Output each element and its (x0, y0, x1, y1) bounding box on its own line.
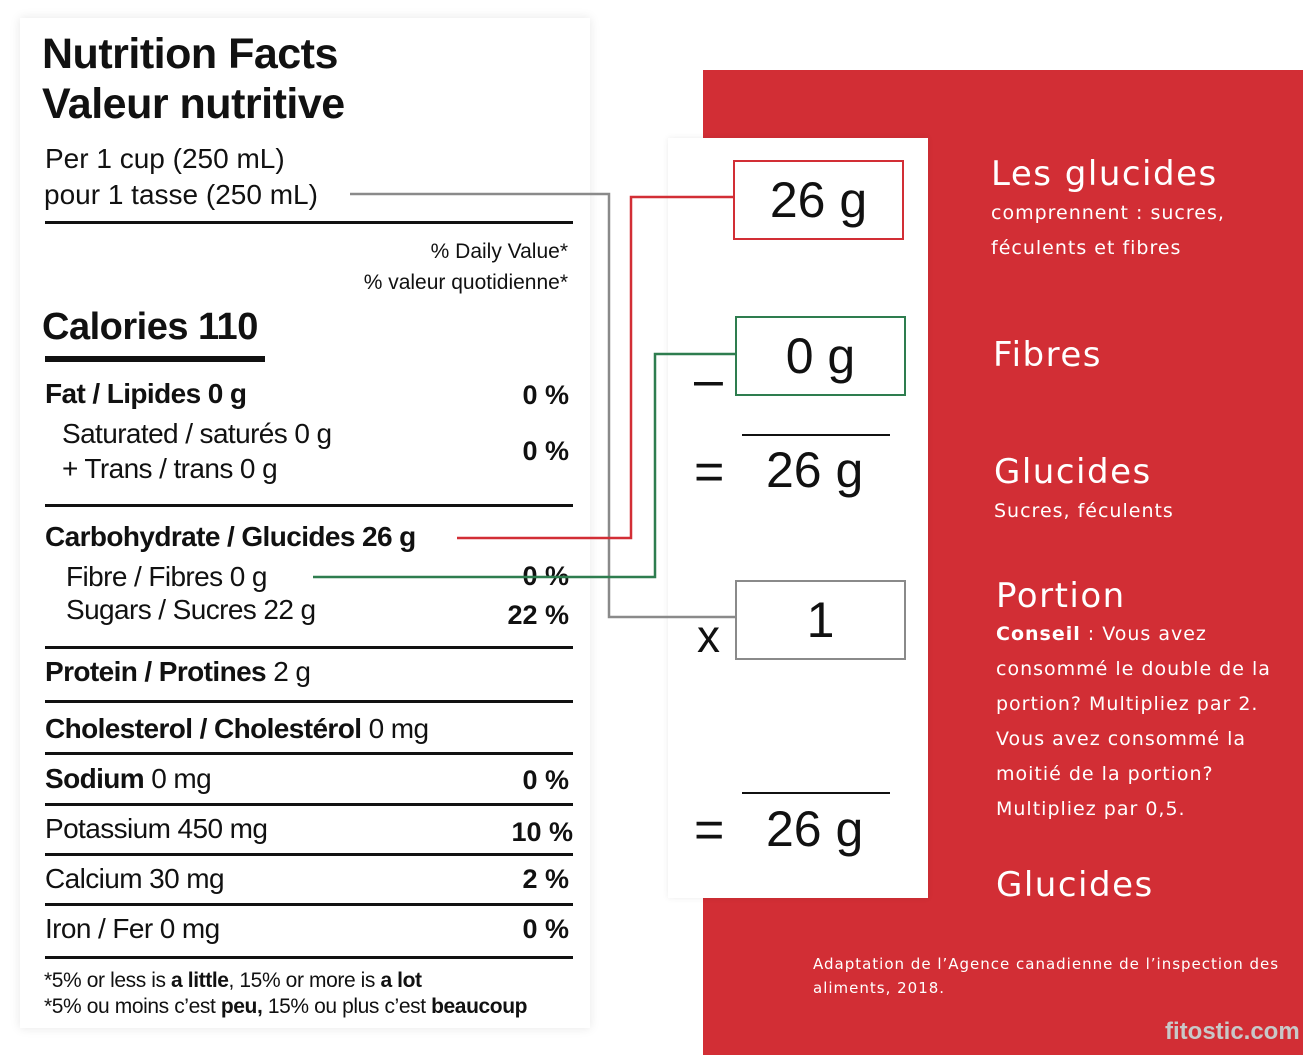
potassium-row: Potassium 450 mg (45, 813, 268, 844)
equals-sign: = (694, 801, 725, 859)
source-credit: Adaptation de l’Agence canadienne de l’i… (813, 955, 1280, 997)
legend-glucides2-desc: Sucres, féculents (994, 500, 1174, 522)
divider (45, 752, 573, 755)
protein-amount: 2 g (266, 656, 311, 687)
calcium-row: Calcium 30 mg (45, 863, 225, 894)
sum-line (742, 792, 890, 794)
divider (45, 504, 573, 507)
divider (45, 956, 573, 959)
sugars-row: Sugars / Sucres 22 g (66, 594, 316, 625)
fibre-row: Fibre / Fibres 0 g (66, 561, 267, 592)
saturated-row: Saturated / saturés 0 g (62, 418, 332, 449)
legend-glucides-desc-1: comprennent : sucres, (991, 202, 1225, 224)
legend-portion-tip: Conseil : Vous avez consommé le double d… (996, 617, 1288, 827)
total-carbs-box: 26 g (733, 160, 904, 240)
calcium-pct: 2 % (522, 864, 569, 894)
cholesterol-row: Cholesterol / Cholestérol 0 mg (45, 713, 429, 745)
divider (45, 853, 573, 856)
legend-portion-title: Portion (996, 576, 1126, 616)
fibre-box: 0 g (735, 316, 906, 396)
legend-portion-tip-text: : Vous avez consommé le double de la por… (996, 623, 1271, 820)
legend-glucides-desc-2: féculents et fibres (991, 237, 1182, 259)
trans-row: + Trans / trans 0 g (62, 453, 278, 484)
carbohydrate-row: Carbohydrate / Glucides 26 g (45, 521, 416, 552)
times-sign: x (697, 610, 720, 662)
iron-pct: 0 % (522, 914, 569, 944)
portion-box: 1 (735, 580, 906, 660)
net-carbs-value: 26 g (766, 442, 864, 498)
result-value: 26 g (766, 801, 864, 857)
daily-value-header-fr: % valeur quotidienne* (363, 271, 568, 294)
cholesterol-label: Cholesterol / Cholestérol (45, 713, 362, 744)
serving-connector (350, 192, 735, 619)
legend-glucides-title: Les glucides (991, 154, 1218, 194)
fat-pct: 0 % (522, 380, 569, 410)
divider (45, 646, 573, 649)
iron-row: Iron / Fer 0 mg (45, 913, 220, 944)
protein-row: Protein / Protines 2 g (45, 656, 311, 688)
calculation-card (668, 138, 928, 898)
label-title-en: Nutrition Facts (42, 30, 338, 78)
sum-line (742, 434, 890, 436)
equals-sign: = (694, 443, 725, 501)
legend-fibres-title: Fibres (993, 335, 1102, 375)
footnote-en: *5% or less is a little, 15% or more is … (44, 969, 422, 992)
daily-value-header-en: % Daily Value* (430, 240, 568, 263)
minus-sign: – (694, 351, 723, 409)
nutrition-label (20, 18, 590, 1028)
carbohydrate-connector (457, 195, 733, 540)
divider (45, 903, 573, 906)
saturated-pct: 0 % (522, 436, 569, 466)
potassium-pct: 10 % (511, 817, 573, 847)
divider (45, 221, 573, 224)
cholesterol-amount: 0 mg (361, 713, 429, 744)
fat-row: Fat / Lipides 0 g (45, 378, 247, 409)
serving-size-fr: pour 1 tasse (250 mL) (44, 179, 318, 210)
divider (45, 700, 573, 703)
fibre-connector (313, 352, 735, 579)
sodium-amount: 0 mg (144, 763, 212, 794)
footnote-fr: *5% ou moins c’est peu, 15% ou plus c’es… (44, 995, 528, 1018)
serving-size-en: Per 1 cup (250 mL) (45, 143, 285, 174)
legend-glucides2-title: Glucides (994, 452, 1152, 492)
calories-rule (45, 356, 265, 362)
watermark: fitostic.com (1165, 1018, 1300, 1045)
protein-label: Protein / Protines (45, 656, 267, 687)
sodium-label: Sodium (45, 763, 145, 794)
calories: Calories 110 (42, 306, 258, 348)
label-title-fr: Valeur nutritive (42, 80, 345, 128)
sodium-pct: 0 % (522, 765, 569, 795)
sodium-row: Sodium 0 mg (45, 763, 212, 795)
legend-result-title: Glucides (996, 865, 1154, 905)
divider (45, 803, 573, 806)
sugars-pct: 22 % (507, 600, 569, 630)
legend-portion-tip-label: Conseil (996, 623, 1081, 645)
